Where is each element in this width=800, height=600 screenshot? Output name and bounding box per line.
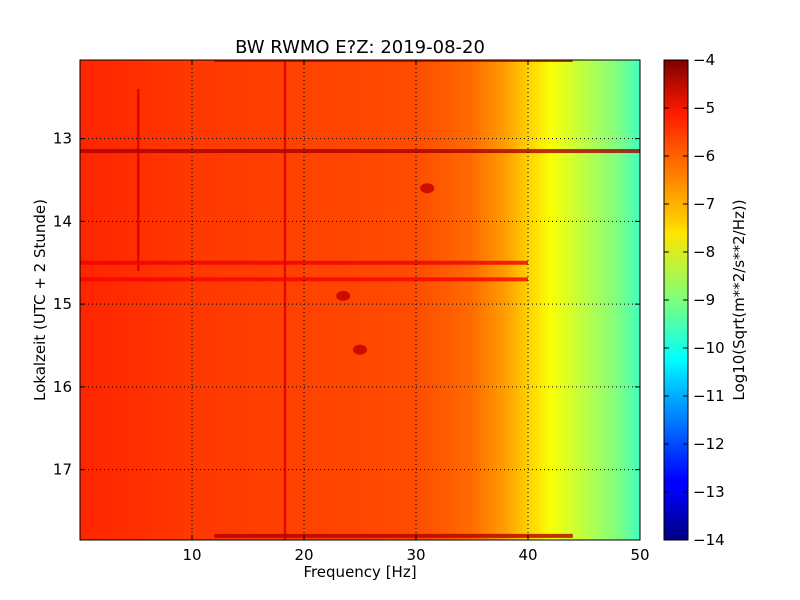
horizontal-band-feature <box>80 277 528 282</box>
colorbar-ticks: −4 −5 −6 −7 −8 −9 −10 −11 −12 −13 −14 <box>664 51 725 549</box>
horizontal-band-feature <box>214 533 573 538</box>
patch-feature <box>420 183 435 194</box>
x-axis-label: Frequency [Hz] <box>303 563 416 581</box>
y-tick-label: 16 <box>53 378 72 396</box>
colorbar: −4 −5 −6 −7 −8 −9 −10 −11 −12 −13 −14 Log10(Sqrt(m… <box>663 51 748 549</box>
patch-feature <box>353 344 367 355</box>
grid-lines <box>80 60 640 540</box>
colorbar-tick-label: −14 <box>693 531 725 549</box>
colorbar-tick-label: −7 <box>693 195 715 213</box>
colorbar-tick-label: −10 <box>693 339 725 357</box>
horizontal-band-feature <box>214 60 573 62</box>
colorbar-label: Log10(Sqrt(m**2/s**2/Hz)) <box>730 199 748 400</box>
y-tick-label: 13 <box>53 130 72 148</box>
vertical-line-feature <box>283 60 287 540</box>
y-tick-label: 17 <box>53 461 72 479</box>
colorbar-tick-label: −6 <box>693 147 715 165</box>
x-tick-label: 30 <box>406 546 425 564</box>
vertical-line-feature <box>137 88 140 272</box>
y-tick-label: 15 <box>53 295 72 313</box>
chart-title: BW RWMO E?Z: 2019-08-20 <box>235 37 485 58</box>
x-tick-label: 10 <box>182 546 201 564</box>
x-tick-label: 40 <box>518 546 537 564</box>
colorbar-tick-label: −9 <box>693 291 715 309</box>
y-axis: 13 14 15 16 17 <box>53 130 640 479</box>
y-axis-label: Lokalzeit (UTC + 2 Stunde) <box>31 199 49 401</box>
spectrogram-plot <box>80 60 640 540</box>
plot-frame <box>79 59 641 541</box>
colorbar-tick-label: −13 <box>693 483 725 501</box>
colorbar-tick-label: −8 <box>693 243 715 261</box>
horizontal-band-feature <box>80 260 528 265</box>
x-tick-label: 20 <box>294 546 313 564</box>
colorbar-tick-label: −12 <box>693 435 725 453</box>
spectrogram-features <box>80 60 640 540</box>
colorbar-tick-label: −4 <box>693 51 715 69</box>
colorbar-tick-label: −11 <box>693 387 725 405</box>
x-tick-label: 50 <box>630 546 649 564</box>
spectrogram-background <box>80 60 640 540</box>
horizontal-band-feature <box>80 149 640 154</box>
colorbar-tick-label: −5 <box>693 99 715 117</box>
patch-feature <box>336 290 351 301</box>
y-tick-label: 14 <box>53 212 72 230</box>
x-axis: 10 20 30 40 50 <box>182 60 650 564</box>
